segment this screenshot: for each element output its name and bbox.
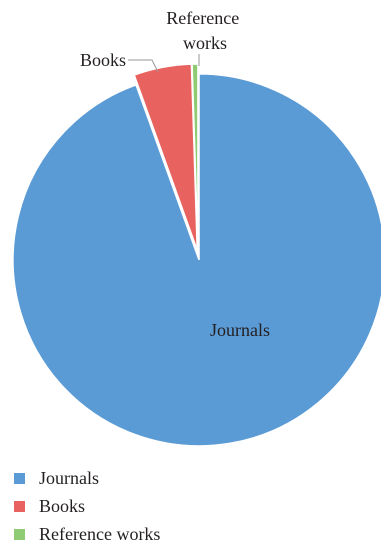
- pie-slice-journals: [12, 73, 381, 447]
- legend-label-reference-works: Reference works: [39, 523, 161, 544]
- slice-label-journals: Journals: [210, 320, 270, 340]
- slice-label-books: Books: [80, 50, 126, 70]
- slice-label-reference-works: Reference works: [166, 8, 243, 53]
- legend-label-journals: Journals: [39, 467, 99, 488]
- books-leader-line: [128, 59, 159, 73]
- legend-item-journals: Journals: [14, 464, 160, 492]
- legend-swatch-books: [14, 500, 25, 512]
- legend-swatch-reference-works: [14, 528, 25, 540]
- pie-slice-reference-works: [191, 63, 199, 251]
- legend-item-books: Books: [14, 492, 160, 520]
- legend: Journals Books Reference works: [14, 464, 160, 548]
- legend-label-books: Books: [39, 495, 86, 516]
- legend-swatch-journals: [14, 472, 25, 484]
- legend-item-reference-works: Reference works: [14, 520, 160, 548]
- pie-chart: Journals Books Reference works: [12, 8, 381, 447]
